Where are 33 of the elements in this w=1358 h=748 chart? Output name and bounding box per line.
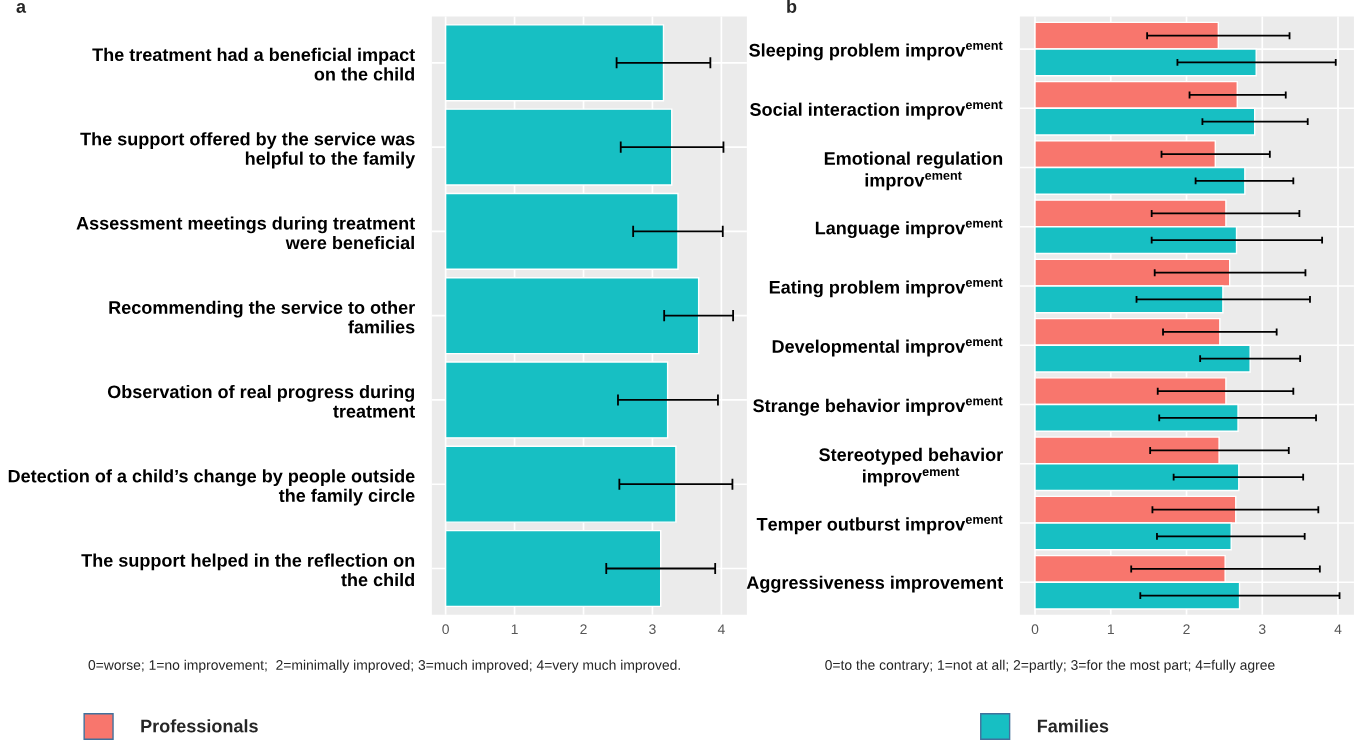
y-tick-label: Aggressiveness improvement	[746, 575, 1003, 593]
text: a	[16, 2, 27, 13]
y-tick-label: Strange behavior improv$^{ement}$	[753, 397, 1003, 416]
x-tick-label: 3	[649, 624, 656, 635]
y-tick-label: Emotional regulation improv$^{ement}$	[824, 151, 1003, 191]
x-tick-label: 3	[1258, 624, 1266, 635]
y-tick-label: The support helped in the reflection on the child	[81, 553, 415, 587]
x-tick-label: 4	[1334, 624, 1342, 634]
x-tick-label: 0	[1031, 624, 1039, 635]
y-tick-label: The treatment had a beneficial impact on the child	[92, 47, 415, 81]
y-tick-label: Recommending the service to other families	[109, 300, 415, 334]
y-tick-label: Assessment meetings during treatment were beneficial	[76, 216, 415, 250]
y-tick-label: Developmental improv$^{ement}$	[772, 337, 1003, 357]
y-tick-label: Eating problem improv$^{ement}$	[769, 278, 1003, 298]
text: 0=to the contrary; 1=not at all; 2=partly; 3=for the most part; 4=fully agree	[825, 659, 1275, 673]
y-tick-label: Social interaction improv$^{ement}$	[750, 100, 1003, 120]
y-tick-label: Language improv$^{ement}$	[815, 219, 1003, 239]
y-tick-label: The support offered by the service was helpful to the family	[80, 132, 416, 169]
text: 0=worse; 1=no improvement; 2=minimally improved; 3=much improved; 4=very much improved.	[88, 659, 680, 673]
x-tick-label: 0	[442, 624, 449, 635]
y-tick-label: Temper outburst improv$^{ement}$	[756, 515, 1003, 535]
x-tick-label: 1	[1107, 624, 1114, 634]
y-tick-label: Detection of a child’s change by people outside the family circle	[8, 469, 415, 506]
legend-label: Families	[1037, 719, 1109, 733]
x-tick-label: 2	[1183, 624, 1190, 634]
y-tick-label: Observation of real progress during treatment	[107, 384, 415, 418]
y-tick-label: Stereotyped behavior improv$^{ement}$	[819, 447, 1003, 487]
text: b	[787, 0, 797, 13]
x-tick-label: 1	[511, 624, 518, 634]
x-tick-label: 4	[717, 624, 725, 634]
x-tick-label: 2	[580, 624, 587, 634]
legend-label: Professionals	[141, 719, 258, 733]
y-tick-label: Sleeping problem improv$^{ement}$	[749, 41, 1003, 61]
